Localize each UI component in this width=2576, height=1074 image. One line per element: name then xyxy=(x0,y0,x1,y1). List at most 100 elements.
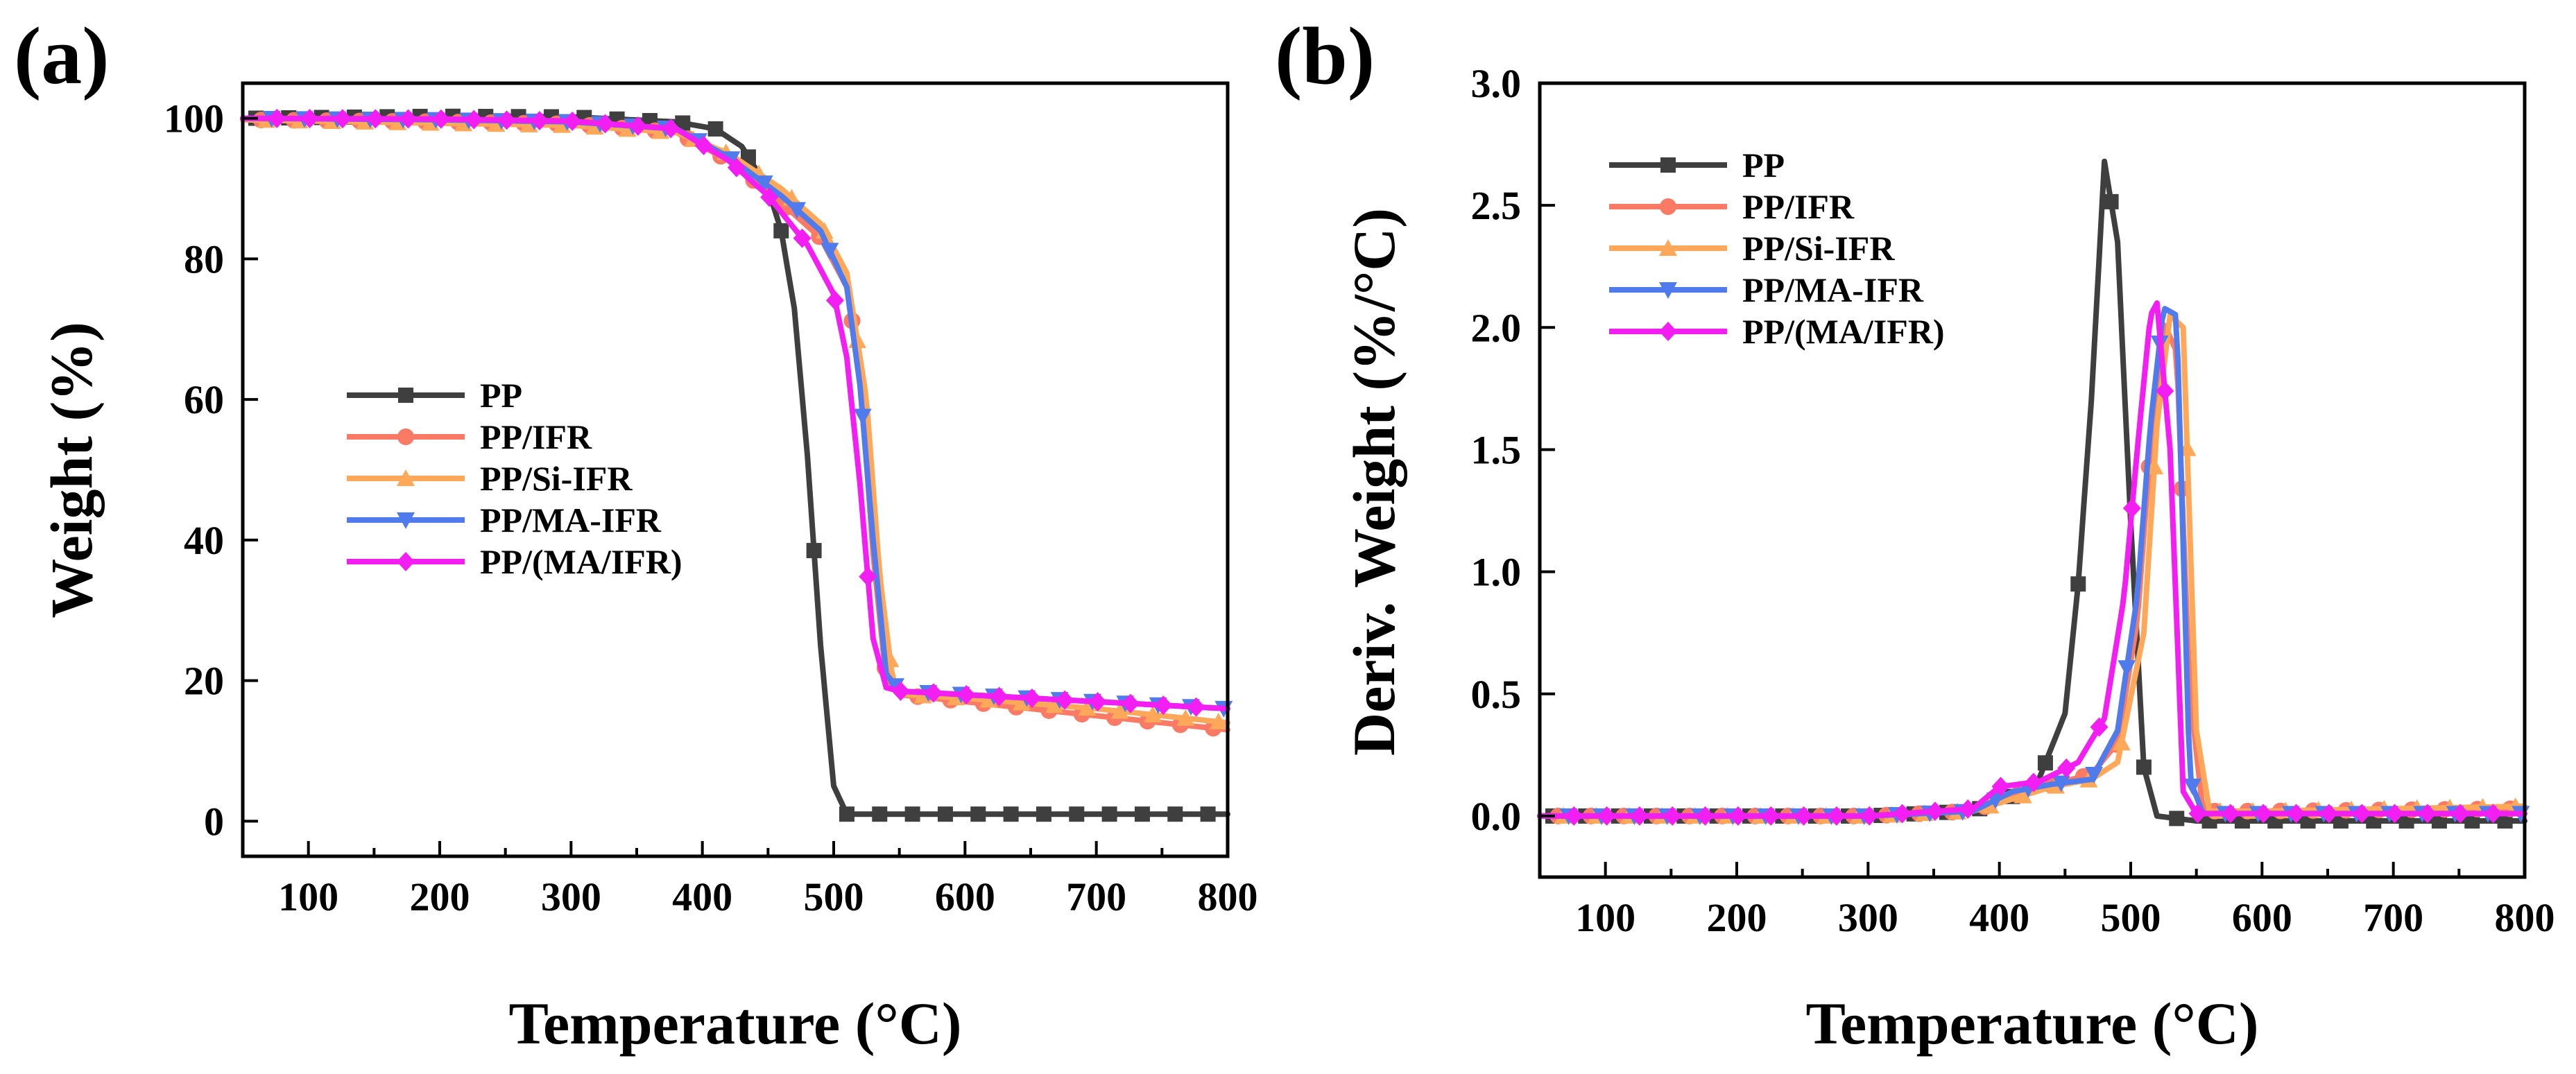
panel-a-x-tick-label: 300 xyxy=(541,874,601,919)
panel-b-data-point xyxy=(1630,806,1649,826)
panel-a-data-point xyxy=(793,228,812,248)
panel-a-data-point xyxy=(1176,709,1195,726)
panel-b-data-point xyxy=(2451,804,2470,824)
panel-a-legend-label-3: PP/MA-IFR xyxy=(480,501,662,539)
panel-b-y-axis-title: Deriv. Weight (%/°C) xyxy=(1341,208,1407,756)
panel-b-x-axis-title: Temperature (°C) xyxy=(1806,990,2259,1057)
panel-a-x-tick-label: 100 xyxy=(278,874,338,919)
panel-b-legend-label-0: PP xyxy=(1742,146,1785,184)
panel-b-data-point xyxy=(2221,804,2240,824)
panel-b-data-point xyxy=(2484,804,2502,824)
panel-a-legend-label-2: PP/Si-IFR xyxy=(480,459,633,498)
panel-b-data-point xyxy=(2188,804,2207,824)
panel-a-data-point xyxy=(755,175,773,193)
panel-b-data-point xyxy=(1925,802,1944,822)
panel-b-x-tick-label: 300 xyxy=(1838,895,1898,940)
panel-b-data-point xyxy=(1794,806,1813,826)
panel-a-data-point xyxy=(1012,693,1031,711)
panel-a-x-tick-label: 200 xyxy=(410,874,470,919)
panel-a-x-axis-title: Temperature (°C) xyxy=(509,990,962,1057)
panel-a-data-point xyxy=(563,111,582,131)
panel-a-data-point xyxy=(300,109,319,129)
panel-b-plot-frame xyxy=(1538,81,2527,879)
panel-a-label: (a) xyxy=(14,10,110,101)
panel-b-data-point xyxy=(1991,777,2010,797)
panel-b-data-point xyxy=(2122,499,2141,519)
panel-b-legend-marker-2 xyxy=(1659,239,1677,256)
panel-b-data-point xyxy=(1893,804,1912,824)
panel-b-x-tick-label: 600 xyxy=(2232,895,2292,940)
panel-b-data-point xyxy=(2145,458,2164,475)
panel-a-series-line-2 xyxy=(240,116,1230,726)
panel-a-legend-marker-4 xyxy=(397,552,415,571)
panel-a-x-tick-label: 500 xyxy=(804,874,864,919)
panel-a-data-point xyxy=(1110,702,1129,719)
panel-a-data-point xyxy=(1036,806,1051,822)
panel-a-data-point xyxy=(787,202,806,219)
panel-b-data-point xyxy=(2418,804,2437,824)
panel-a-data-point xyxy=(628,116,647,136)
panel-b-data-point xyxy=(2052,775,2070,792)
panel-a-plot-frame xyxy=(241,81,1230,858)
panel-b-data-point xyxy=(2497,813,2513,829)
panel-a-data-point xyxy=(1088,692,1107,712)
panel-a-x-ticks: 100 200 300 400 500 600 700 800 xyxy=(241,841,1258,919)
panel-b-y-tick-label: 0.5 xyxy=(1471,672,1522,717)
panel-b-legend-label-2: PP/Si-IFR xyxy=(1742,229,1895,268)
panel-a-data-point xyxy=(1167,806,1183,822)
panel-b-data-point xyxy=(2319,804,2338,824)
panel-b-y-ticks: 0.0 0.5 1.0 1.5 2.0 2.5 3.0 xyxy=(1471,61,1555,839)
panel-a-legend-marker-0 xyxy=(398,388,413,403)
panel-a-y-axis-title: Weight (%) xyxy=(38,322,105,618)
panel-b-data-point xyxy=(2169,811,2185,826)
panel-a-data-point xyxy=(825,291,844,311)
panel-b-data-point xyxy=(2136,759,2152,775)
panel-a-x-tick-label: 800 xyxy=(1198,874,1258,919)
panel-a-data-point xyxy=(497,110,516,130)
panel-a-data-point xyxy=(904,806,920,822)
panel-b-data-point xyxy=(2090,717,2109,737)
panel-a-data-point xyxy=(872,806,888,822)
panel-a-y-tick-label: 20 xyxy=(184,659,224,704)
panel-a-data-point xyxy=(1209,712,1228,729)
panel-a-y-ticks: 0 20 40 60 80 100 xyxy=(164,96,258,844)
panel-a-data-point xyxy=(662,119,680,139)
panel-b-data-point xyxy=(2037,755,2053,771)
panel-b-y-tick-label: 2.5 xyxy=(1471,183,1522,228)
panel-b-legend-marker-0 xyxy=(1660,157,1676,173)
panel-a-data-point xyxy=(1045,696,1064,713)
panel-a-data-point xyxy=(760,187,779,207)
panel-a-data-point xyxy=(694,135,713,155)
panel-a-data-point xyxy=(1134,806,1150,822)
panel-a-y-tick-label: 40 xyxy=(184,518,224,563)
panel-b-series-line-1 xyxy=(1537,322,2527,819)
panel-b-legend-label-3: PP/MA-IFR xyxy=(1742,270,1924,309)
panel-a-data-point xyxy=(530,111,549,131)
panel-b-data-point xyxy=(2156,381,2174,401)
panel-b-data-point xyxy=(2070,576,2086,592)
panel-b-legend-marker-4 xyxy=(1659,322,1677,341)
panel-b-legend-label-4: PP/(MA/IFR) xyxy=(1742,312,1945,351)
panel-a-data-point xyxy=(773,223,789,239)
panel-b-legend-marker-1 xyxy=(1660,198,1676,215)
panel-a-legend-marker-2 xyxy=(397,469,415,486)
panel-a-data-point xyxy=(990,686,1008,707)
panel-b-legend-label-1: PP/IFR xyxy=(1742,187,1855,226)
panel-a-x-tick-label: 700 xyxy=(1066,874,1126,919)
panel-b-y-tick-label: 2.0 xyxy=(1471,305,1522,350)
panel-a-data-point xyxy=(596,114,615,134)
panel-b-data-point xyxy=(1860,806,1879,826)
panel-b-data-point xyxy=(1762,806,1780,826)
panel-b-data-point xyxy=(1696,806,1715,826)
panel-a-data-point xyxy=(1121,693,1140,713)
panel-a-legend-marker-1 xyxy=(397,428,414,445)
panel-b-series-line-3 xyxy=(1537,306,2527,819)
panel-a-data-point xyxy=(859,566,877,587)
panel-a-series-line-4 xyxy=(240,115,1230,712)
panel-b-label: (b) xyxy=(1275,10,1375,101)
panel-a-data-point xyxy=(1187,697,1205,717)
panel-a-data-point xyxy=(1056,690,1074,710)
panel-a-data-point xyxy=(924,683,943,703)
panel-b-data-point xyxy=(2287,804,2305,824)
